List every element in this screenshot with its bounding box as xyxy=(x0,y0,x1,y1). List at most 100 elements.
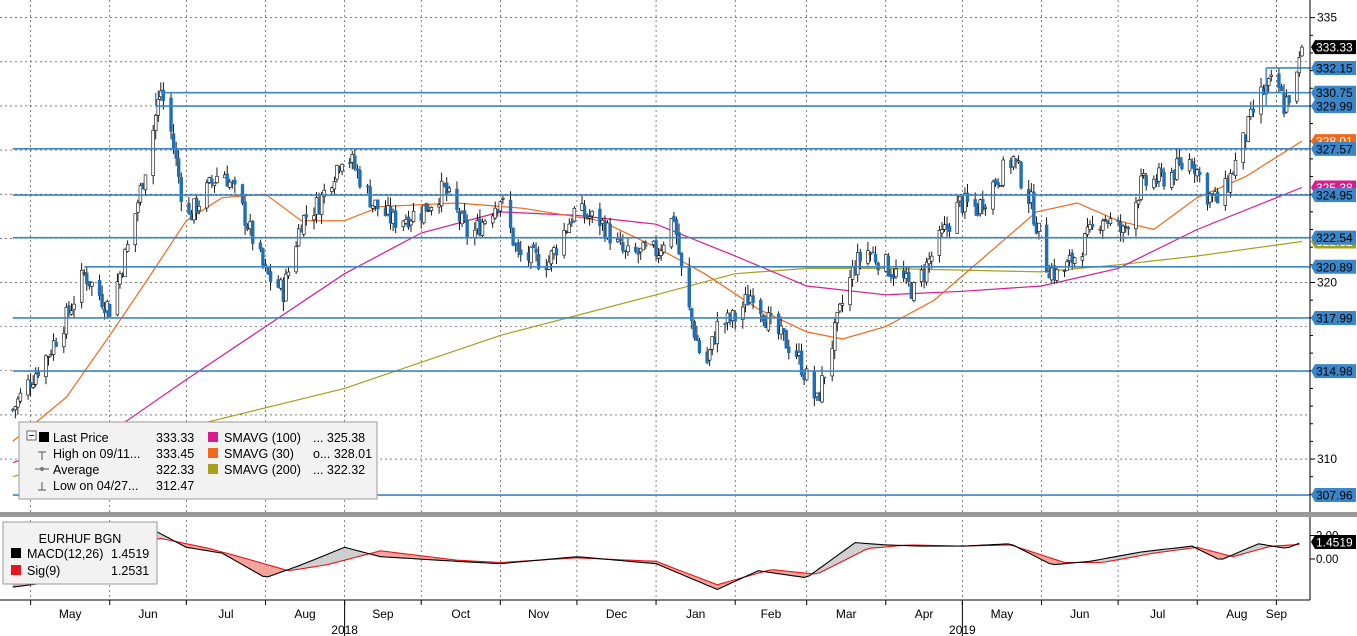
candle-down xyxy=(1192,164,1197,174)
candle-down xyxy=(1044,224,1049,273)
legend-sma-label: SMAVG (200) xyxy=(224,463,301,477)
candle-down xyxy=(873,254,878,263)
month-label: Mar xyxy=(836,607,857,621)
candle-down xyxy=(304,214,309,218)
legend-high-label: High on 09/11... xyxy=(53,447,140,461)
macd-histogram-fill xyxy=(1044,555,1050,564)
candle-up xyxy=(1175,158,1179,180)
month-label: May xyxy=(59,607,82,621)
candle-up xyxy=(490,215,495,224)
candle-down xyxy=(36,371,40,377)
legend-sma-label: SMAVG (30) xyxy=(224,447,294,461)
square-swatch-icon xyxy=(39,432,49,442)
candle-up xyxy=(409,220,413,226)
candle-down xyxy=(261,248,265,266)
level-price-tag: 329.99 xyxy=(1311,99,1356,114)
macd-histogram-fill xyxy=(666,565,672,571)
level-price-tag-bg xyxy=(1311,259,1356,274)
candle-up xyxy=(1170,172,1174,188)
candle-up xyxy=(330,187,334,192)
macd-histogram-fill xyxy=(268,564,274,577)
candle-up xyxy=(335,165,339,180)
candle-down xyxy=(690,308,694,321)
candle-down xyxy=(1154,179,1159,184)
candle-up xyxy=(154,114,158,131)
candle-down xyxy=(981,198,985,211)
candle-up xyxy=(284,273,288,302)
candle-down xyxy=(1279,86,1284,92)
candle-up xyxy=(143,174,148,191)
macd-histogram-fill xyxy=(1212,551,1218,559)
candle-down xyxy=(582,205,587,218)
candle-up xyxy=(212,182,217,187)
macd-histogram-fill xyxy=(870,543,876,549)
level-price-tag: 317.99 xyxy=(1311,310,1356,325)
candle-down xyxy=(907,271,911,282)
level-price-tag-bg xyxy=(1311,60,1356,75)
macd-histogram-fill xyxy=(855,542,861,555)
panel-separator[interactable] xyxy=(0,512,1357,517)
candle-up xyxy=(562,230,566,256)
macd-histogram-fill xyxy=(671,567,677,573)
level-lines xyxy=(12,67,1310,496)
candle-down xyxy=(687,266,691,308)
candle-up xyxy=(312,215,316,221)
candle-up xyxy=(18,392,23,402)
candle-down xyxy=(251,220,255,244)
candle-down xyxy=(1126,226,1131,230)
candle-up xyxy=(422,205,426,224)
candle-up xyxy=(963,193,967,213)
month-label: Sep xyxy=(372,607,394,621)
candle-up xyxy=(937,230,942,256)
macd-last-tag-label: 1.4519 xyxy=(1316,535,1353,549)
level-price-tag-bg xyxy=(1311,85,1356,100)
candle-up xyxy=(983,206,988,209)
candle-up xyxy=(115,281,120,316)
candle-up xyxy=(766,312,771,331)
level-price-tag-bg xyxy=(1311,488,1356,503)
candle-down xyxy=(618,238,623,242)
candle-down xyxy=(723,323,727,325)
price-tick-label: 320 xyxy=(1317,275,1337,289)
legend-last-price-label: Last Price xyxy=(53,431,109,445)
macd-legend-signal-value: 1.2531 xyxy=(111,564,149,578)
candle-up xyxy=(830,348,834,377)
candle-up xyxy=(51,340,56,355)
candle-down xyxy=(210,178,214,184)
candle-up xyxy=(1124,226,1128,228)
candle-down xyxy=(1205,173,1210,205)
candle-up xyxy=(215,175,219,183)
macd-legend[interactable]: EURHUF BGN MACD(12,26) 1.4519 Sig(9) 1.2… xyxy=(2,521,158,585)
candle-down xyxy=(1014,158,1018,161)
candle-up xyxy=(1223,178,1228,206)
macd-histogram-fill xyxy=(875,544,881,548)
macd-histogram-fill xyxy=(334,549,340,563)
candle-down xyxy=(1251,108,1256,113)
macd-histogram-fill xyxy=(237,556,243,565)
candle-down xyxy=(636,251,640,255)
macd-histogram-fill xyxy=(681,571,687,577)
candle-up xyxy=(866,250,870,264)
level-price-tag-label: 322.54 xyxy=(1316,231,1353,245)
sma-swatch-icon xyxy=(208,464,218,474)
level-price-tag-bg xyxy=(1311,141,1356,156)
candle-down xyxy=(751,295,755,303)
month-label: Jan xyxy=(686,607,705,621)
macd-histogram-fill xyxy=(160,533,166,540)
candle-up xyxy=(498,201,503,212)
candle-up xyxy=(940,229,944,234)
candle-up xyxy=(46,356,51,358)
candle-down xyxy=(258,242,263,250)
level-price-tag-label: 330.75 xyxy=(1316,86,1353,100)
candle-down xyxy=(263,263,268,267)
month-label: Dec xyxy=(606,607,627,621)
level-price-tag-label: 307.96 xyxy=(1316,489,1353,503)
candle-down xyxy=(674,219,679,236)
candle-down xyxy=(1144,175,1148,186)
candle-up xyxy=(31,384,35,388)
candle-up xyxy=(587,216,592,219)
macd-histogram-fill xyxy=(850,542,856,558)
price-legend[interactable]: Last Price 333.33 High on 09/11... 333.4… xyxy=(18,421,378,500)
legend-low-label: Low on 04/27... xyxy=(53,479,138,493)
